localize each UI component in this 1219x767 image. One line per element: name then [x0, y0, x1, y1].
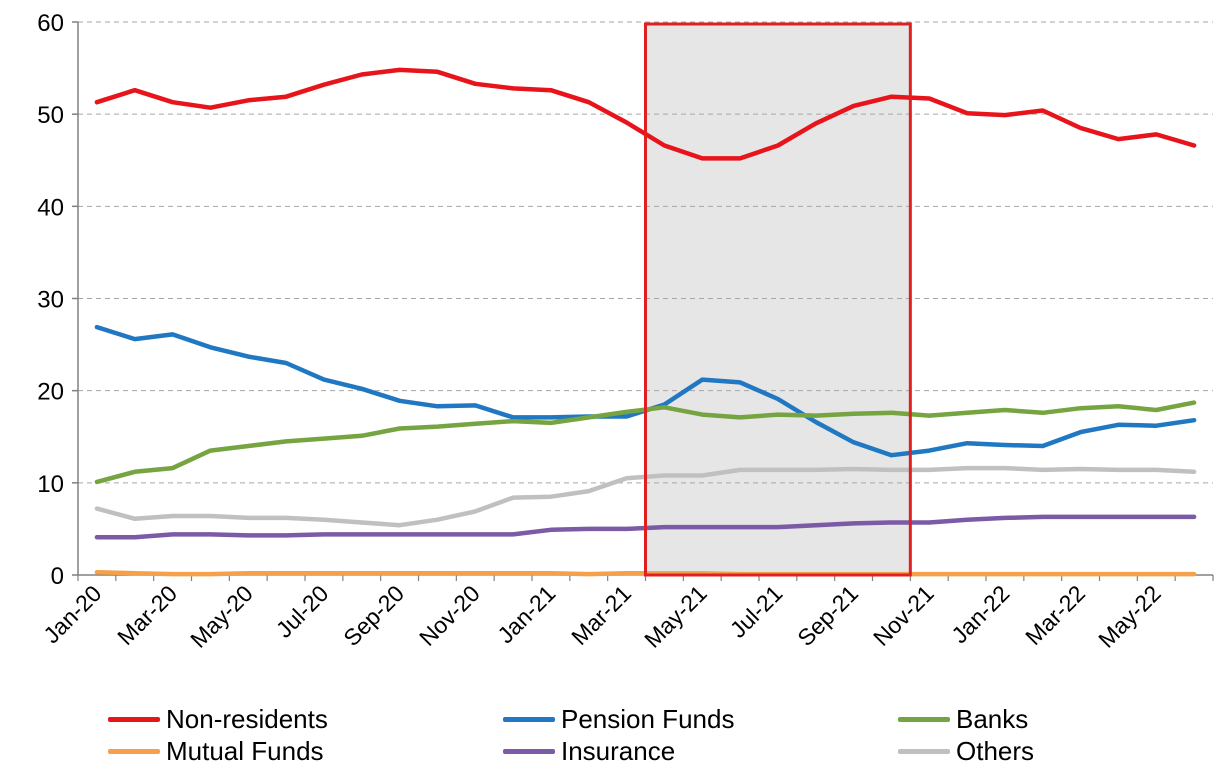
x-tick-label: May-21 — [639, 580, 712, 653]
x-tick-label: Mar-22 — [1020, 580, 1090, 650]
y-tick-label: 40 — [37, 194, 64, 221]
legend-label: Pension Funds — [561, 703, 735, 734]
legend-label: Others — [956, 735, 1035, 766]
y-tick-label: 10 — [37, 471, 64, 498]
highlight-region — [645, 24, 911, 575]
legend-item-others[interactable]: Others — [898, 736, 1034, 766]
legend-item-banks[interactable]: Banks — [898, 704, 1028, 734]
legend-label: Non-residents — [166, 703, 328, 734]
legend-item-mutual-funds[interactable]: Mutual Funds — [108, 736, 324, 766]
y-tick-label: 60 — [37, 10, 64, 37]
x-tick-label: Jan-21 — [492, 580, 560, 648]
legend-swatch — [108, 748, 160, 754]
y-tick-label: 50 — [37, 102, 64, 129]
legend-swatch — [108, 716, 160, 722]
legend-item-insurance[interactable]: Insurance — [503, 736, 675, 766]
axes — [72, 21, 1214, 581]
legend-label: Insurance — [561, 735, 676, 766]
x-tick-label: Mar-20 — [112, 580, 182, 650]
y-tick-label: 0 — [51, 563, 64, 590]
y-tick-labels: 0 10 20 30 40 50 60 — [37, 10, 64, 590]
y-tick-label: 20 — [37, 379, 64, 406]
legend-item-pension-funds[interactable]: Pension Funds — [503, 704, 734, 734]
x-tick-labels: Jan-20 Mar-20 May-20 Jul-20 Sep-20 Nov-20 Jan-… — [38, 580, 1165, 653]
highlight-frame — [644, 22, 912, 577]
x-tick-label: Jan-20 — [38, 580, 106, 648]
x-tick-label: Jan-22 — [946, 580, 1014, 648]
legend-swatch — [503, 716, 555, 722]
highlight-border — [644, 22, 912, 577]
x-tick-label: Jul-20 — [271, 580, 334, 643]
legend-swatch — [898, 748, 950, 754]
x-tick-label: Jul-21 — [725, 580, 788, 643]
legend: Non-residents Pension Funds Banks Mutual… — [0, 700, 1219, 766]
highlight-fill — [645, 24, 911, 575]
x-tick-label: Nov-21 — [868, 580, 939, 651]
legend-item-non-residents[interactable]: Non-residents — [108, 704, 328, 734]
x-tick-label: Sep-20 — [338, 580, 409, 651]
x-tick-label: Nov-20 — [414, 580, 485, 651]
x-tick-label: May-22 — [1093, 580, 1166, 653]
legend-swatch — [898, 716, 950, 722]
legend-label: Mutual Funds — [166, 735, 324, 766]
x-tick-label: Mar-21 — [566, 580, 636, 650]
legend-swatch — [503, 748, 555, 754]
x-tick-label: Sep-21 — [792, 580, 863, 651]
legend-label: Banks — [956, 703, 1029, 734]
x-tick-label: May-20 — [185, 580, 258, 653]
y-tick-label: 30 — [37, 287, 64, 314]
